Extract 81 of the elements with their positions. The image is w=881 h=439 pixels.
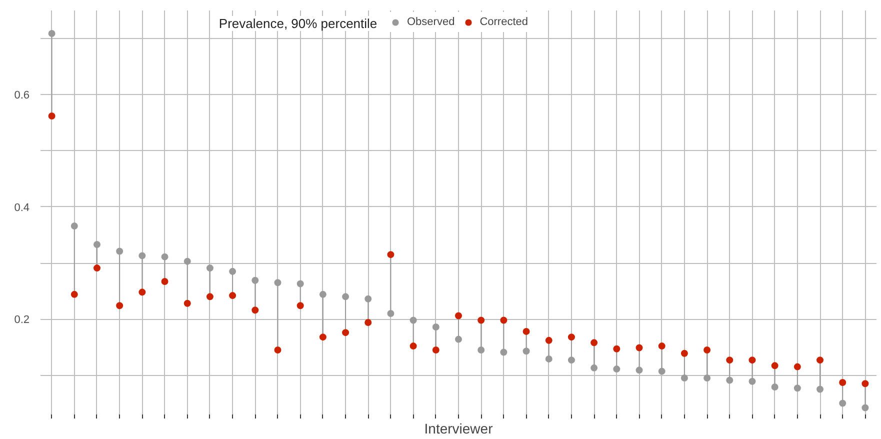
point: [862, 404, 869, 412]
point: [794, 363, 801, 370]
point: [161, 253, 168, 260]
point: [522, 328, 530, 335]
point: [138, 288, 146, 296]
point: [568, 356, 575, 364]
point: [816, 386, 824, 393]
point: [184, 258, 191, 265]
point: [839, 379, 846, 386]
point: [794, 384, 801, 392]
point: [748, 356, 756, 364]
point: [319, 334, 326, 341]
point: [296, 302, 304, 310]
point: [455, 312, 462, 320]
point: [680, 350, 688, 357]
point: [590, 364, 598, 372]
point: [771, 384, 778, 390]
point: [364, 318, 372, 326]
point: [704, 346, 711, 354]
point: [274, 279, 282, 286]
point: [816, 356, 824, 364]
point: [410, 316, 417, 324]
point: [613, 366, 620, 373]
point: [545, 336, 552, 344]
point: [432, 323, 440, 330]
point: [522, 348, 530, 355]
point: [680, 374, 688, 382]
point: [48, 112, 56, 120]
point: [455, 336, 462, 343]
x-axis-title: Interviewer: [424, 420, 494, 436]
point: [206, 264, 214, 272]
point: [138, 252, 146, 260]
point: [613, 345, 620, 352]
point: [184, 300, 191, 307]
point: [229, 268, 236, 275]
point: [387, 310, 394, 317]
legend-label: Corrected: [480, 16, 528, 28]
point: [500, 316, 508, 324]
point: [636, 366, 643, 374]
point: [296, 280, 304, 288]
point: [206, 293, 214, 300]
point: [862, 380, 869, 388]
point: [342, 329, 350, 336]
point: [568, 334, 575, 341]
point: [726, 356, 734, 364]
point: [432, 346, 440, 354]
point: [116, 248, 124, 255]
point: [48, 30, 56, 37]
point: [387, 251, 394, 258]
point: [70, 290, 78, 298]
point: [500, 348, 508, 356]
legend-label: Observed: [407, 16, 455, 28]
point: [274, 346, 282, 354]
point: [93, 240, 100, 248]
point: [704, 374, 711, 382]
point: [93, 264, 100, 272]
point: [636, 344, 643, 352]
point: [252, 276, 259, 284]
point: [658, 342, 666, 350]
point: [116, 302, 124, 310]
point: [319, 290, 326, 298]
y-tick-label: 0.2: [14, 314, 30, 326]
point: [478, 316, 485, 324]
point: [410, 342, 417, 350]
point: [252, 306, 259, 314]
point: [161, 278, 168, 286]
legend-title: Prevalence, 90% percentile: [218, 16, 378, 31]
point: [590, 339, 598, 346]
point: [229, 292, 236, 300]
y-tick-label: 0.4: [14, 202, 30, 214]
point: [839, 400, 846, 407]
point: [364, 295, 372, 302]
point: [771, 362, 778, 370]
point: [342, 293, 350, 300]
point: [748, 378, 756, 385]
point: [478, 346, 485, 354]
y-tick-label: 0.6: [14, 90, 30, 102]
point: [658, 368, 666, 375]
point: [726, 376, 734, 384]
point: [545, 355, 552, 362]
point: [70, 222, 78, 230]
